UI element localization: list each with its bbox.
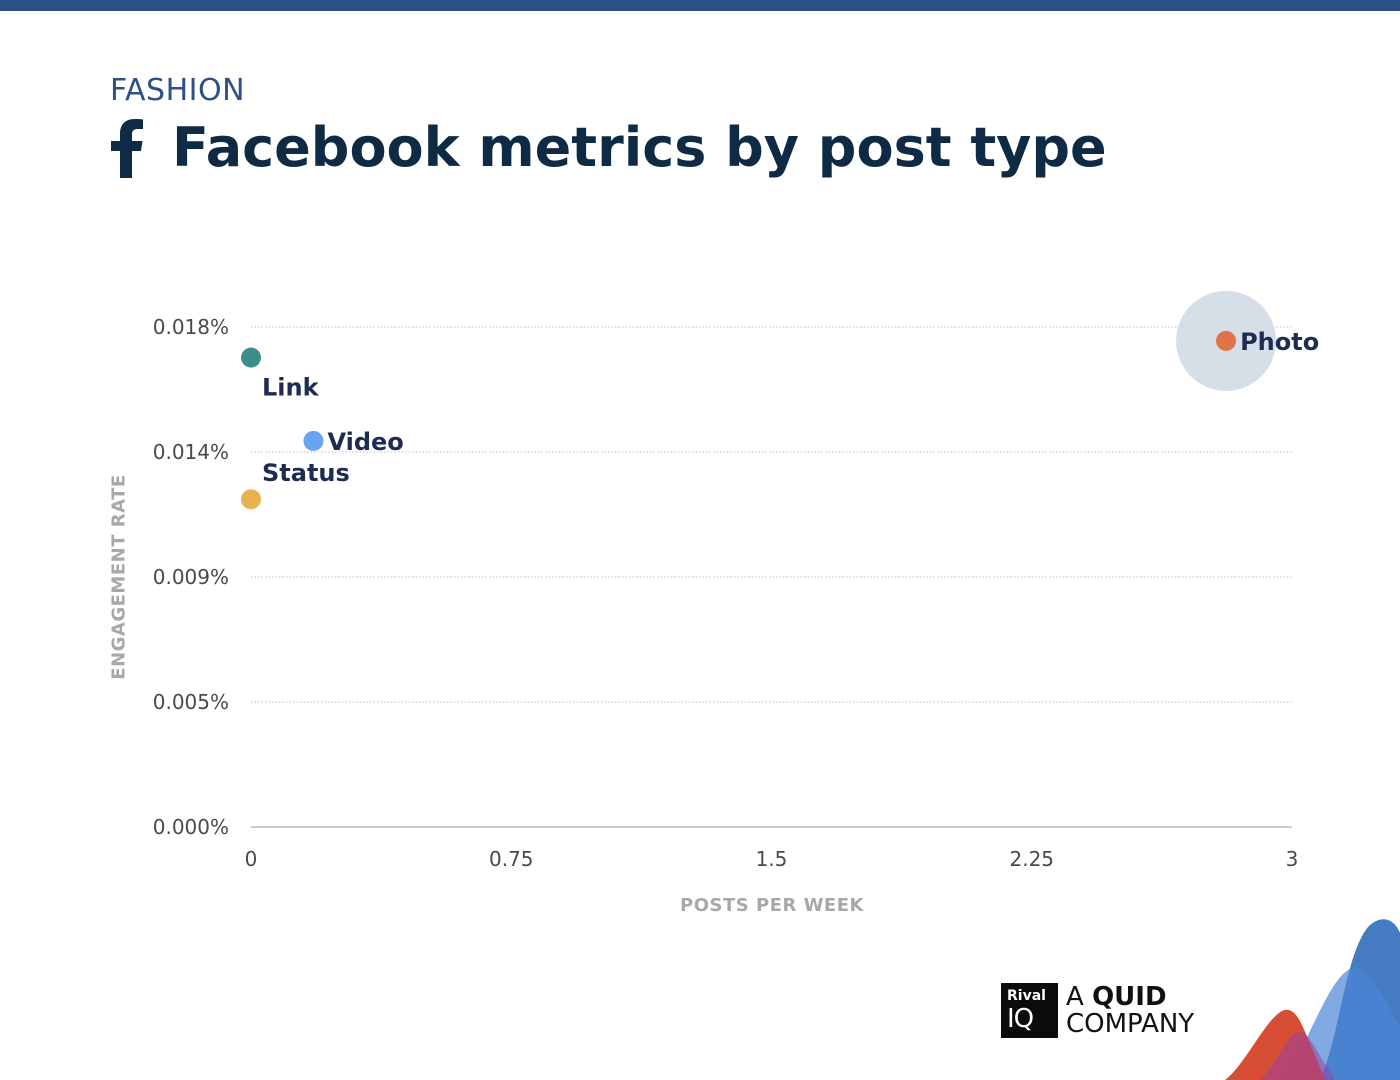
title-row: Facebook metrics by post type xyxy=(110,112,1107,182)
y-axis-title-wrap: ENGAGEMENT RATE xyxy=(107,471,131,683)
y-tick-label: 0.018% xyxy=(153,315,229,339)
logo-prefix: A xyxy=(1066,981,1093,1012)
x-tick-label: 2.25 xyxy=(1009,847,1054,871)
x-axis-title: POSTS PER WEEK xyxy=(680,895,864,916)
x-tick-label: 1.5 xyxy=(756,847,788,871)
logo-iq-text: IQ xyxy=(1007,1004,1034,1034)
top-accent-bar xyxy=(0,0,1400,11)
y-tick-label: 0.000% xyxy=(153,815,229,839)
category-label: FASHION xyxy=(110,73,246,108)
y-axis-title: ENGAGEMENT RATE xyxy=(108,474,130,680)
scatter-point-status xyxy=(241,489,261,510)
x-tick-label: 3 xyxy=(1286,847,1299,871)
y-tick-label: 0.009% xyxy=(153,565,229,589)
scatter-point-video xyxy=(303,430,324,451)
decorative-waves xyxy=(1225,919,1400,1080)
logo-wordmark: A QUID COMPANY xyxy=(1066,981,1195,1039)
x-tick-label: 0.75 xyxy=(489,847,534,871)
point-label: Video xyxy=(327,428,403,456)
page-title: Facebook metrics by post type xyxy=(172,115,1107,179)
point-label: Status xyxy=(262,459,350,487)
logo-rival-text: Rival xyxy=(1007,988,1046,1004)
y-tick-label: 0.005% xyxy=(153,690,229,714)
scatter-point-photo xyxy=(1216,330,1237,351)
rival-iq-logo: Rival IQ A QUID COMPANY xyxy=(1001,983,1194,1038)
logo-quid: QUID xyxy=(1092,981,1167,1012)
x-tick-label: 0 xyxy=(245,847,258,871)
y-tick-label: 0.014% xyxy=(153,440,229,464)
facebook-icon xyxy=(111,119,143,178)
point-label: Link xyxy=(262,374,320,402)
logo-company: COMPANY xyxy=(1066,1008,1195,1039)
logo-mark: Rival IQ xyxy=(1001,983,1058,1038)
point-label: Photo xyxy=(1240,328,1319,356)
scatter-point-link xyxy=(241,347,261,368)
